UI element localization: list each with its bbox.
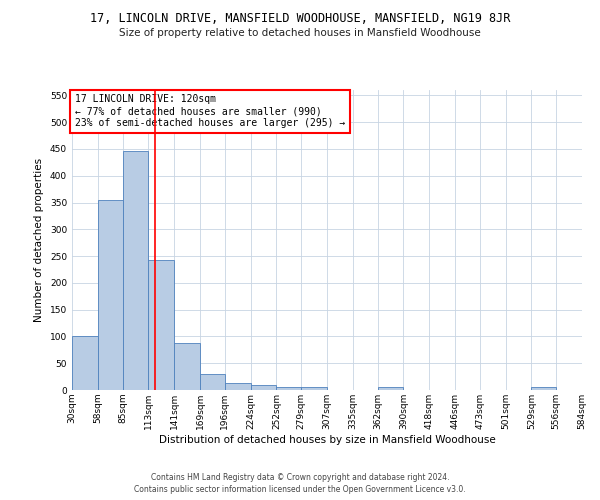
Bar	[72, 336, 98, 390]
Bar	[277, 388, 301, 390]
Text: 17, LINCOLN DRIVE, MANSFIELD WOODHOUSE, MANSFIELD, NG19 8JR: 17, LINCOLN DRIVE, MANSFIELD WOODHOUSE, …	[90, 12, 510, 26]
Bar	[122, 150, 148, 390]
Text: 17 LINCOLN DRIVE: 120sqm
← 77% of detached houses are smaller (990)
23% of semi-: 17 LINCOLN DRIVE: 120sqm ← 77% of detach…	[74, 94, 345, 128]
Bar	[98, 200, 122, 390]
Bar	[301, 388, 327, 390]
Text: Size of property relative to detached houses in Mansfield Woodhouse: Size of property relative to detached ho…	[119, 28, 481, 38]
Bar	[174, 344, 200, 390]
Y-axis label: Number of detached properties: Number of detached properties	[34, 158, 44, 322]
Bar	[377, 388, 403, 390]
Text: Contains HM Land Registry data © Crown copyright and database right 2024.
Contai: Contains HM Land Registry data © Crown c…	[134, 472, 466, 494]
Bar	[200, 374, 225, 390]
X-axis label: Distribution of detached houses by size in Mansfield Woodhouse: Distribution of detached houses by size …	[158, 434, 496, 444]
Bar	[532, 388, 556, 390]
Bar	[225, 383, 251, 390]
Bar	[251, 385, 277, 390]
Bar	[148, 260, 174, 390]
